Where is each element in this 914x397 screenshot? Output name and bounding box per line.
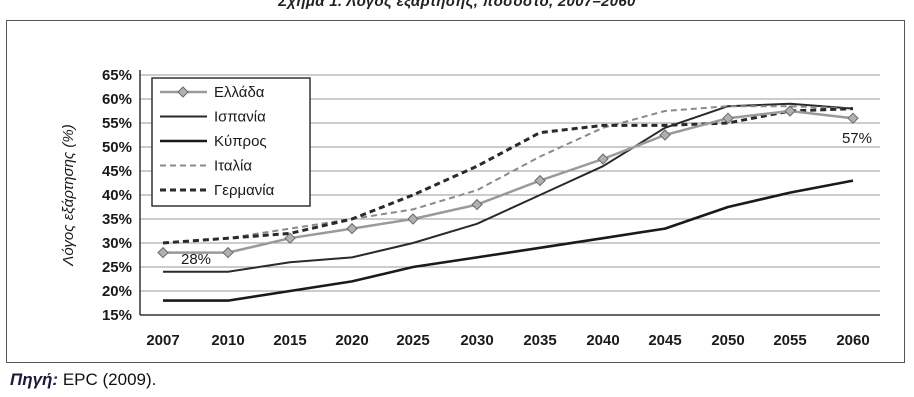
legend-label: Ισπανία: [214, 109, 266, 126]
data-point-marker: [471, 198, 483, 211]
y-tick-label: 25%: [102, 259, 132, 276]
y-tick-label: 45%: [102, 163, 132, 180]
annotations: 28% 57%: [181, 130, 872, 268]
legend: Ελλάδα Ισπανία Κύπρος Ιταλία Γερμανία: [151, 77, 311, 207]
y-tick-label: 20%: [102, 283, 132, 300]
chart-frame: [6, 20, 905, 363]
legend-label: Γερμανία: [214, 182, 275, 199]
data-label: 57%: [842, 130, 872, 147]
series-line-1: [163, 102, 854, 273]
data-point-marker: [284, 232, 296, 244]
source-note: Πηγή: EPC (2009).: [10, 370, 156, 390]
legend-label: Κύπρος: [214, 133, 267, 150]
data-point-marker: [346, 222, 358, 235]
x-tick-label: 2025: [396, 332, 429, 349]
x-tick-label: 2055: [773, 332, 806, 349]
data-point-marker: [784, 105, 796, 117]
legend-label: Ελλάδα: [214, 84, 265, 101]
x-tick-label: 2050: [711, 332, 744, 349]
data-label: 28%: [181, 251, 211, 268]
y-tick-label: 50%: [102, 139, 132, 156]
x-tick-label: 2007: [146, 332, 179, 349]
legend-label: Ιταλία: [214, 158, 252, 175]
y-tick-label: 55%: [102, 115, 132, 132]
source-text: EPC (2009).: [58, 370, 157, 389]
x-tick-label: 2020: [335, 332, 368, 349]
series-line-2: [163, 179, 854, 302]
data-point-marker: [659, 129, 671, 141]
data-point-marker: [597, 153, 609, 165]
series-line-3: [162, 105, 854, 244]
axes: 15% 20% 25% 30% 35% 40% 45% 50% 55% 60% 65% 2007 201…: [102, 67, 880, 349]
dependency-ratio-line-chart: 15% 20% 25% 30% 35% 40% 45% 50% 55% 60% 65% 2007 201…: [60, 67, 880, 349]
x-tick-label: 2040: [586, 332, 619, 349]
y-tick-label: 40%: [102, 187, 132, 204]
y-tick-label: 60%: [102, 91, 132, 108]
series-line-4: [162, 107, 854, 245]
y-tick-label: 35%: [102, 211, 132, 228]
data-point-marker: [222, 246, 234, 259]
y-tick-label: 30%: [102, 235, 132, 252]
data-point-marker: [407, 213, 419, 225]
data-point-marker: [534, 174, 546, 187]
page-title: Σχήμα 1. Λόγος εξάρτησης, ποσοστό, 2007–…: [278, 0, 636, 10]
data-point-marker: [722, 112, 734, 124]
series-lines: [162, 102, 854, 302]
series-markers: [157, 105, 859, 259]
x-tick-label: 2060: [836, 332, 869, 349]
series-line-0: [163, 109, 854, 254]
x-tick-label: 2035: [523, 332, 556, 349]
x-tick-label: 2030: [460, 332, 493, 349]
y-tick-label: 65%: [102, 67, 132, 84]
x-tick-label: 2045: [648, 332, 681, 349]
x-tick-label: 2015: [273, 332, 306, 349]
data-point-marker: [157, 246, 169, 259]
y-axis-label: Λόγος εξάρτησης (%): [60, 124, 77, 266]
x-tick-label: 2010: [211, 332, 244, 349]
legend-marker: [177, 86, 189, 98]
source-label: Πηγή:: [10, 370, 59, 389]
data-point-marker: [847, 112, 859, 124]
y-tick-label: 15%: [102, 307, 132, 324]
